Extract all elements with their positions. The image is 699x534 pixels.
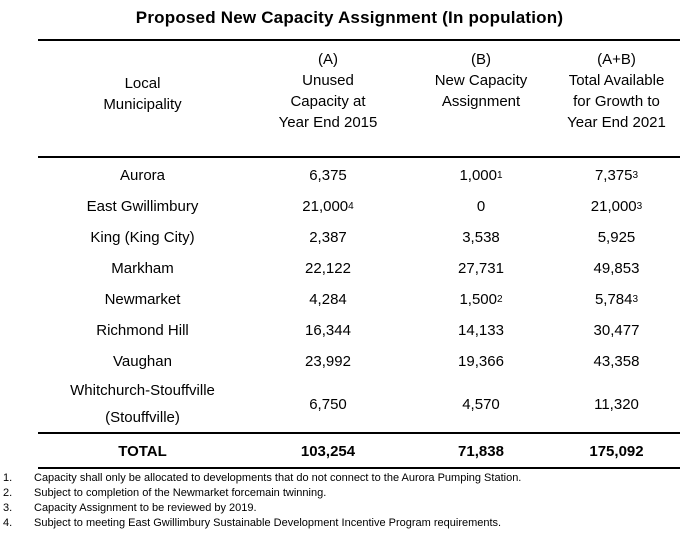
header-line: Local: [124, 75, 161, 92]
header-new-capacity: (B) New Capacity Assignment: [409, 49, 553, 112]
footnote-text: Subject to completion of the Newmarket f…: [34, 487, 327, 499]
total-available-cell: 5,784 3: [594, 291, 639, 308]
unused-capacity-cell: 16,344: [305, 322, 351, 339]
table-row: Whitchurch-Stouffville (Stouffville) 6,7…: [38, 377, 680, 431]
table-row: East Gwillimbury 21,000 4 0 21,000 3: [38, 191, 680, 222]
header-total-available: (A+B) Total Available for Growth to Year…: [553, 49, 680, 133]
header-line: (A+B): [597, 51, 636, 68]
unused-capacity-cell: 4,284: [309, 291, 347, 308]
new-capacity-cell: 19,366: [458, 353, 504, 370]
unused-capacity-cell: 22,122: [305, 260, 351, 277]
municipality-line: (Stouffville): [105, 409, 180, 426]
new-capacity-cell: 0: [476, 198, 486, 215]
header-line: (A): [318, 51, 338, 68]
table-row: Markham 22,122 27,731 49,853: [38, 253, 680, 284]
new-capacity-cell: 27,731: [458, 260, 504, 277]
total-new-capacity: 71,838: [458, 442, 504, 460]
footnote-number: 3.: [3, 502, 13, 514]
new-capacity-cell: 1,500 2: [459, 291, 503, 308]
unused-capacity-cell: 23,992: [305, 353, 351, 370]
total-available: 175,092: [589, 442, 644, 460]
total-available-cell: 11,320: [594, 395, 639, 413]
header-line: Municipality: [103, 96, 182, 113]
municipality-cell: Markham: [111, 260, 174, 277]
total-available-cell: 21,000 3: [590, 198, 643, 215]
footnote-text: Capacity shall only be allocated to deve…: [34, 472, 522, 484]
municipality-cell: Aurora: [119, 167, 166, 184]
total-label: TOTAL: [118, 442, 167, 460]
unused-capacity-cell: 6,750: [309, 395, 347, 413]
municipality-cell: Whitchurch-Stouffville (Stouffville): [38, 377, 247, 431]
header-line: Unused: [302, 72, 354, 89]
header-line: Assignment: [441, 93, 521, 110]
total-available-cell: 5,925: [597, 229, 636, 246]
header-line: (B): [471, 51, 491, 68]
total-row: TOTAL 103,254 71,838 175,092: [38, 436, 680, 466]
municipality-cell: Newmarket: [104, 291, 181, 308]
table-row: Richmond Hill 16,344 14,133 30,477: [38, 315, 680, 346]
footnote-text: Subject to meeting East Gwillimbury Sust…: [34, 517, 502, 529]
municipality-cell: Richmond Hill: [96, 322, 189, 339]
municipality-cell: East Gwillimbury: [86, 198, 199, 215]
total-available-cell: 7,375 3: [594, 167, 639, 184]
table-row: King (King City) 2,387 3,538 5,925: [38, 222, 680, 253]
footnote-text: Capacity Assignment to be reviewed by 20…: [34, 502, 257, 514]
header-line: Capacity at: [290, 93, 366, 110]
total-unused-capacity: 103,254: [300, 442, 356, 460]
table-row: Newmarket 4,284 1,500 2 5,784 3: [38, 284, 680, 315]
total-available-cell: 30,477: [593, 322, 640, 339]
header-local-municipality: Local Municipality: [38, 73, 247, 115]
municipality-cell: Vaughan: [113, 353, 172, 370]
total-available-cell: 43,358: [593, 353, 640, 370]
header-line: New Capacity: [434, 72, 528, 89]
unused-capacity-cell: 6,375: [309, 167, 347, 184]
bottom-rule: [38, 467, 680, 469]
footnote-number: 2.: [3, 487, 13, 499]
header-rule: [38, 156, 680, 158]
table-title: Proposed New Capacity Assignment (In pop…: [135, 8, 564, 27]
unused-capacity-cell: 2,387: [309, 229, 347, 246]
new-capacity-cell: 1,000 1: [459, 167, 503, 184]
header-line: Year End 2021: [567, 114, 666, 131]
new-capacity-cell: 14,133: [458, 322, 504, 339]
footnote-number: 4.: [3, 517, 13, 529]
header-line: for Growth to: [573, 93, 660, 110]
total-available-cell: 49,853: [593, 260, 640, 277]
municipality-line: Whitchurch-Stouffville: [70, 382, 215, 399]
new-capacity-cell: 4,570: [462, 395, 500, 413]
top-rule: [38, 39, 680, 41]
table-row: Vaughan 23,992 19,366 43,358: [38, 346, 680, 377]
municipality-cell: King (King City): [90, 229, 195, 246]
header-line: Year End 2015: [278, 114, 378, 131]
footnote-number: 1.: [3, 472, 13, 484]
total-rule: [38, 432, 680, 434]
table-row: Aurora 6,375 1,000 1 7,375 3: [38, 160, 680, 191]
unused-capacity-cell: 21,000 4: [302, 198, 354, 215]
header-line: Total Available: [568, 72, 665, 89]
new-capacity-cell: 3,538: [462, 229, 500, 246]
header-unused-capacity: (A) Unused Capacity at Year End 2015: [247, 49, 409, 133]
